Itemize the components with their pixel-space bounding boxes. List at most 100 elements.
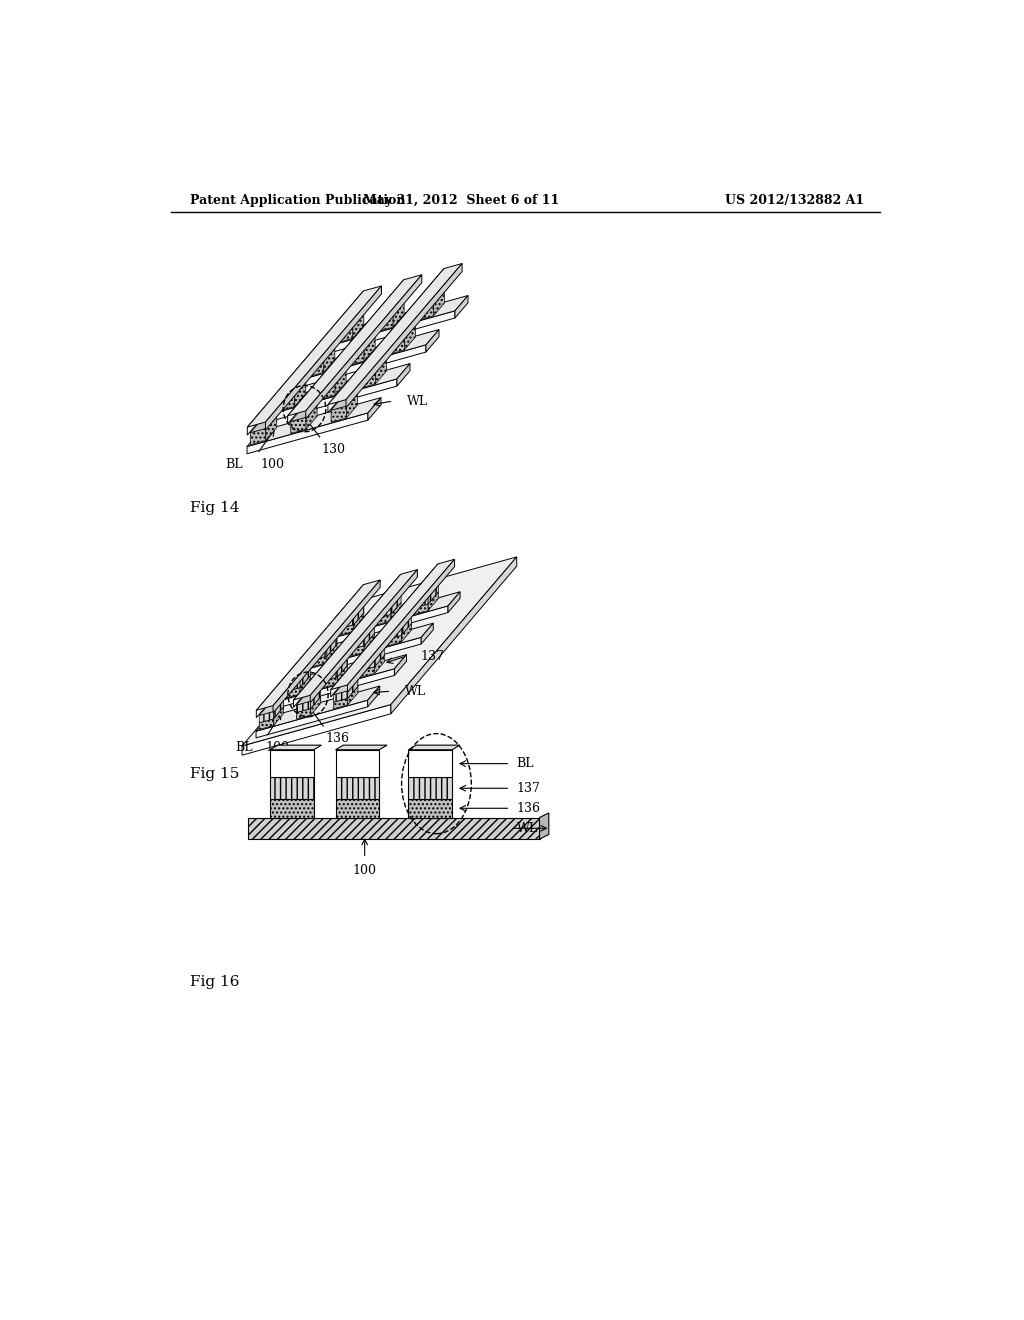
- Polygon shape: [309, 623, 433, 668]
- Polygon shape: [300, 676, 310, 694]
- Polygon shape: [360, 660, 375, 671]
- Polygon shape: [377, 607, 391, 618]
- Polygon shape: [242, 705, 391, 755]
- Polygon shape: [349, 348, 365, 366]
- Polygon shape: [335, 370, 346, 395]
- Polygon shape: [346, 393, 357, 418]
- Polygon shape: [280, 381, 306, 399]
- Polygon shape: [455, 296, 468, 318]
- Polygon shape: [350, 645, 365, 656]
- Polygon shape: [414, 597, 428, 609]
- Polygon shape: [353, 606, 364, 624]
- Polygon shape: [247, 397, 381, 446]
- Polygon shape: [414, 585, 438, 601]
- Polygon shape: [428, 585, 438, 605]
- Polygon shape: [334, 690, 348, 702]
- Polygon shape: [349, 337, 375, 354]
- Polygon shape: [340, 618, 353, 628]
- Polygon shape: [280, 395, 295, 411]
- Polygon shape: [331, 564, 438, 697]
- Polygon shape: [305, 330, 439, 379]
- Polygon shape: [337, 657, 347, 677]
- Polygon shape: [286, 688, 300, 698]
- Polygon shape: [449, 591, 460, 612]
- Polygon shape: [391, 602, 401, 620]
- Polygon shape: [348, 678, 358, 698]
- Polygon shape: [256, 686, 380, 731]
- Polygon shape: [365, 337, 375, 362]
- Polygon shape: [273, 579, 380, 713]
- Polygon shape: [324, 669, 337, 681]
- Polygon shape: [346, 264, 462, 408]
- Polygon shape: [242, 557, 517, 746]
- Polygon shape: [328, 264, 462, 405]
- Polygon shape: [296, 697, 321, 713]
- Polygon shape: [270, 799, 313, 817]
- Polygon shape: [283, 655, 407, 700]
- Polygon shape: [288, 275, 422, 416]
- Polygon shape: [259, 711, 273, 723]
- Polygon shape: [270, 750, 313, 777]
- Polygon shape: [295, 381, 306, 407]
- Polygon shape: [273, 700, 284, 719]
- Polygon shape: [247, 413, 368, 454]
- Polygon shape: [276, 379, 397, 420]
- Polygon shape: [276, 363, 410, 413]
- Polygon shape: [393, 302, 404, 327]
- Polygon shape: [348, 686, 358, 705]
- Polygon shape: [360, 647, 385, 664]
- Text: 130: 130: [322, 444, 345, 457]
- Polygon shape: [324, 665, 347, 681]
- Text: WL: WL: [408, 395, 428, 408]
- Text: 100: 100: [261, 458, 285, 471]
- Polygon shape: [391, 595, 401, 614]
- Polygon shape: [401, 616, 412, 635]
- Polygon shape: [310, 689, 321, 709]
- Polygon shape: [337, 591, 460, 638]
- Polygon shape: [291, 417, 306, 433]
- Polygon shape: [401, 623, 412, 642]
- Polygon shape: [251, 429, 266, 445]
- Polygon shape: [360, 655, 385, 671]
- Polygon shape: [256, 700, 368, 738]
- Polygon shape: [336, 777, 379, 799]
- Polygon shape: [350, 627, 375, 643]
- Polygon shape: [310, 570, 418, 702]
- Polygon shape: [308, 347, 335, 364]
- Text: 137: 137: [420, 649, 444, 663]
- Polygon shape: [286, 676, 310, 692]
- Polygon shape: [387, 628, 401, 639]
- Polygon shape: [387, 623, 412, 639]
- Polygon shape: [324, 347, 335, 372]
- Polygon shape: [389, 325, 416, 342]
- Polygon shape: [338, 313, 364, 330]
- Polygon shape: [324, 657, 347, 673]
- Polygon shape: [426, 330, 439, 352]
- Text: US 2012/132882 A1: US 2012/132882 A1: [725, 194, 864, 207]
- Polygon shape: [283, 669, 394, 706]
- Polygon shape: [350, 634, 375, 649]
- Polygon shape: [331, 407, 346, 422]
- Polygon shape: [256, 579, 380, 710]
- Polygon shape: [378, 302, 404, 319]
- Polygon shape: [306, 275, 422, 418]
- Polygon shape: [286, 680, 300, 692]
- Text: Patent Application Publication: Patent Application Publication: [190, 194, 406, 207]
- Polygon shape: [340, 624, 353, 635]
- Polygon shape: [294, 574, 400, 708]
- Polygon shape: [375, 655, 385, 673]
- Polygon shape: [337, 606, 449, 644]
- Polygon shape: [310, 697, 321, 715]
- Polygon shape: [409, 777, 453, 799]
- Polygon shape: [387, 635, 401, 645]
- Polygon shape: [312, 656, 327, 667]
- Polygon shape: [331, 560, 455, 689]
- Polygon shape: [540, 813, 549, 840]
- Text: 137: 137: [516, 781, 541, 795]
- Polygon shape: [319, 370, 346, 388]
- Text: WL: WL: [406, 685, 427, 698]
- Polygon shape: [409, 744, 460, 750]
- Polygon shape: [433, 290, 444, 315]
- Polygon shape: [336, 750, 379, 777]
- Polygon shape: [334, 698, 348, 709]
